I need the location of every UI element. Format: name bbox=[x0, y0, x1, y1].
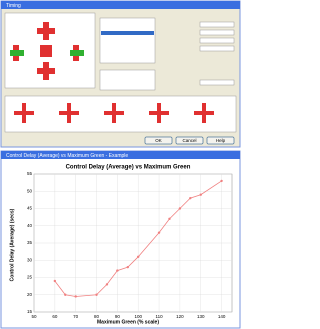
data-point bbox=[189, 197, 191, 199]
button-label[interactable]: Cancel bbox=[182, 138, 196, 143]
button-label[interactable]: Help bbox=[216, 138, 226, 143]
data-point bbox=[116, 269, 118, 271]
x-tick-label: 120 bbox=[176, 314, 184, 319]
data-point bbox=[106, 283, 108, 285]
data-point bbox=[64, 294, 66, 296]
data-point bbox=[168, 218, 170, 220]
data-point bbox=[200, 194, 202, 196]
x-tick-label: 130 bbox=[197, 314, 205, 319]
button-row: OK Cancel Help bbox=[145, 137, 234, 144]
x-tick-label: 80 bbox=[94, 314, 100, 319]
window-title: Control Delay (Average) vs Maximum Green… bbox=[6, 153, 128, 159]
x-tick-label: 110 bbox=[155, 314, 163, 319]
x-tick-label: 50 bbox=[31, 314, 37, 319]
chart-title: Control Delay (Average) vs Maximum Green bbox=[66, 165, 191, 171]
data-point bbox=[137, 256, 139, 258]
x-tick-label: 60 bbox=[52, 314, 58, 319]
y-axis-label: Control Delay (Average) (secs) bbox=[9, 208, 15, 281]
timing-dialog: Timing OK Cancel Help bbox=[1, 1, 240, 147]
y-tick-label: 30 bbox=[27, 257, 33, 262]
y-tick-label: 35 bbox=[27, 240, 33, 245]
sequence-list bbox=[100, 70, 155, 90]
selected-item bbox=[101, 31, 154, 35]
data-point bbox=[95, 294, 97, 296]
x-axis-label: Maximum Green (% scale) bbox=[97, 319, 159, 325]
title-bar bbox=[1, 1, 240, 9]
phase-list bbox=[100, 18, 155, 63]
y-tick-label: 25 bbox=[27, 275, 33, 280]
x-tick-label: 140 bbox=[218, 314, 226, 319]
data-point bbox=[158, 231, 160, 233]
x-tick-label: 70 bbox=[73, 314, 79, 319]
x-tick-label: 100 bbox=[134, 314, 142, 319]
data-point bbox=[127, 266, 129, 268]
y-tick-label: 55 bbox=[27, 171, 33, 176]
data-point bbox=[74, 295, 76, 297]
window-title: Timing bbox=[6, 3, 21, 9]
data-point bbox=[220, 180, 222, 182]
button-label[interactable]: OK bbox=[155, 138, 162, 143]
y-tick-label: 50 bbox=[27, 188, 33, 193]
chart-window: Control Delay (Average) vs Maximum Green… bbox=[1, 151, 240, 328]
y-tick-label: 40 bbox=[27, 223, 33, 228]
data-point bbox=[179, 207, 181, 209]
data-point bbox=[54, 280, 56, 282]
y-tick-label: 45 bbox=[27, 206, 33, 211]
x-tick-label: 90 bbox=[115, 314, 121, 319]
y-tick-label: 20 bbox=[27, 292, 33, 297]
